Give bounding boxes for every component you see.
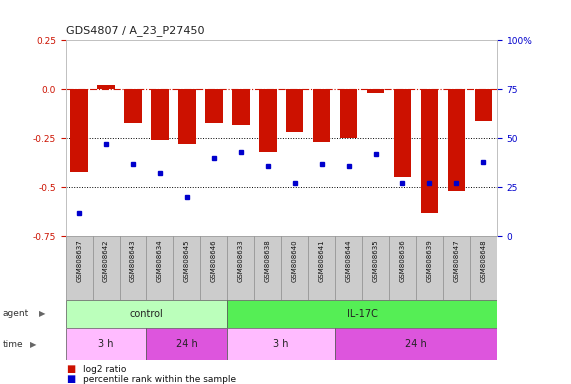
Bar (70, 89, 88, 172)
Text: 24 h: 24 h (176, 339, 198, 349)
Text: GSM808647: GSM808647 (453, 239, 459, 282)
Text: ▶: ▶ (39, 310, 45, 318)
Text: time: time (3, 339, 23, 349)
Text: GSM808644: GSM808644 (345, 239, 352, 282)
Bar (147, 236, 174, 300)
Text: GSM808646: GSM808646 (211, 239, 217, 282)
Bar (340, 89, 357, 138)
Text: GSM808645: GSM808645 (184, 239, 190, 282)
Bar (367, 89, 384, 93)
Bar (281, 236, 308, 300)
Bar (66, 236, 93, 300)
Text: GSM808648: GSM808648 (480, 239, 486, 282)
Bar (205, 89, 223, 122)
Text: GSM808642: GSM808642 (103, 239, 109, 282)
Bar (227, 328, 335, 360)
Bar (362, 236, 389, 300)
Bar (66, 328, 147, 360)
Text: 24 h: 24 h (405, 339, 427, 349)
Text: GSM808639: GSM808639 (427, 239, 432, 282)
Text: 3 h: 3 h (274, 339, 289, 349)
Text: 3 h: 3 h (98, 339, 114, 349)
Bar (394, 89, 411, 177)
Text: ■: ■ (66, 364, 75, 374)
Text: agent: agent (3, 310, 29, 318)
Bar (470, 236, 497, 300)
Text: percentile rank within the sample: percentile rank within the sample (83, 375, 236, 384)
Bar (335, 328, 497, 360)
Text: IL-17C: IL-17C (347, 309, 377, 319)
Text: control: control (130, 309, 163, 319)
Bar (259, 89, 276, 152)
Text: log2 ratio: log2 ratio (83, 365, 126, 374)
Bar (286, 89, 303, 132)
Bar (389, 236, 416, 300)
Text: GSM808638: GSM808638 (265, 239, 271, 282)
Bar (174, 236, 200, 300)
Bar (313, 89, 331, 142)
Text: GSM808640: GSM808640 (292, 239, 297, 282)
Bar (448, 89, 465, 191)
Bar (178, 89, 196, 144)
Text: ■: ■ (66, 374, 75, 384)
Text: ▶: ▶ (30, 339, 37, 349)
Bar (232, 89, 250, 124)
Text: GDS4807 / A_23_P27450: GDS4807 / A_23_P27450 (66, 26, 204, 36)
Bar (254, 236, 281, 300)
Bar (151, 89, 168, 140)
Bar (421, 89, 438, 213)
Text: GSM808633: GSM808633 (238, 239, 244, 282)
Text: GSM808637: GSM808637 (76, 239, 82, 282)
Bar (93, 236, 119, 300)
Bar (66, 300, 227, 328)
Bar (443, 236, 470, 300)
Bar (227, 300, 497, 328)
Bar (308, 236, 335, 300)
Bar (475, 89, 492, 121)
Bar (416, 236, 443, 300)
Bar (97, 85, 115, 89)
Bar (227, 236, 254, 300)
Text: GSM808643: GSM808643 (130, 239, 136, 282)
Bar (200, 236, 227, 300)
Text: GSM808634: GSM808634 (157, 239, 163, 282)
Bar (119, 236, 147, 300)
Text: GSM808636: GSM808636 (400, 239, 405, 282)
Text: GSM808641: GSM808641 (319, 239, 325, 282)
Bar (124, 89, 142, 122)
Bar (335, 236, 362, 300)
Bar (147, 328, 227, 360)
Text: GSM808635: GSM808635 (372, 239, 379, 282)
